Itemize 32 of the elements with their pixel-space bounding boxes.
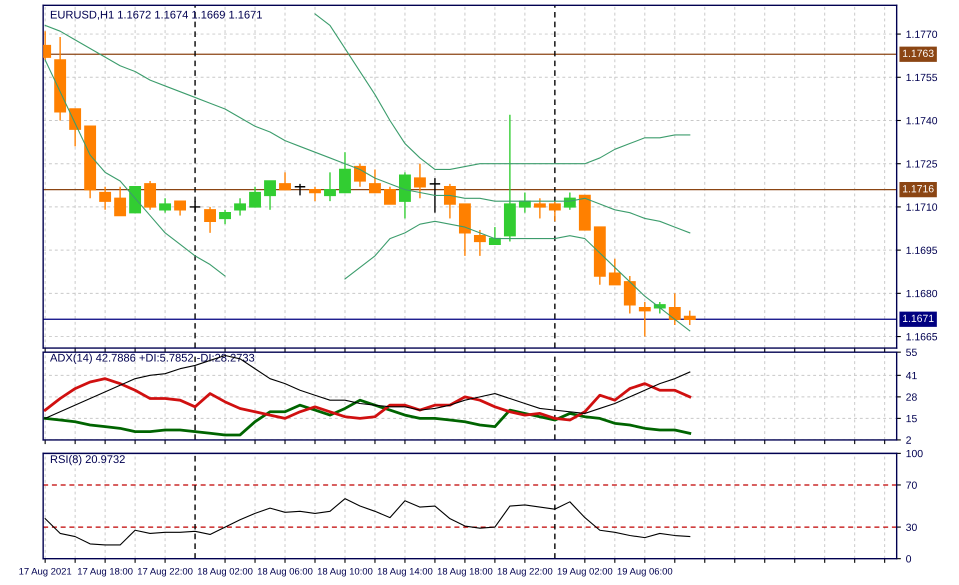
- ref-line-label: 1.1716: [903, 185, 934, 192]
- x-tick-label: 18 Aug 02:00: [198, 568, 253, 577]
- y-tick-label: 1.1740: [906, 116, 938, 124]
- x-tick-label: 17 Aug 2021: [19, 568, 72, 577]
- x-tick-label: 17 Aug 22:00: [138, 568, 193, 577]
- y-tick-label: 1.1755: [906, 74, 938, 82]
- x-tick-label: 19 Aug 02:00: [558, 568, 612, 577]
- y-tick-label: 2: [906, 436, 911, 444]
- ref-line-label: 1.1763: [903, 50, 934, 58]
- chart-title: RSI(8) 20.9732: [50, 454, 125, 466]
- y-tick-label: 1.1680: [906, 290, 938, 298]
- x-tick-label: 18 Aug 14:00: [378, 568, 432, 577]
- y-tick-label: 28: [906, 393, 917, 401]
- x-tick-label: 18 Aug 06:00: [258, 568, 312, 577]
- y-tick-label: 30: [906, 524, 917, 531]
- y-tick-label: 1.1665: [906, 333, 938, 340]
- y-tick-label: 1.1695: [906, 246, 938, 254]
- y-tick-label: 15: [906, 415, 917, 422]
- x-tick-label: 18 Aug 10:00: [318, 568, 372, 577]
- y-tick-label: 1.1770: [906, 30, 938, 38]
- ref-line-label: 1.1671: [903, 314, 934, 322]
- y-tick-label: 1.1710: [906, 203, 938, 211]
- y-tick-label: 70: [906, 481, 917, 489]
- x-tick-label: 18 Aug 22:00: [498, 568, 552, 577]
- y-tick-label: 0: [906, 555, 912, 563]
- y-tick-label: 100: [906, 450, 923, 458]
- y-tick-label: 41: [906, 372, 917, 380]
- y-tick-label: 55: [906, 348, 917, 356]
- x-tick-label: 19 Aug 06:00: [618, 568, 672, 577]
- y-tick-label: 1.1725: [906, 160, 938, 168]
- x-tick-label: 18 Aug 18:00: [438, 568, 492, 577]
- x-tick-label: 17 Aug 18:00: [78, 568, 133, 577]
